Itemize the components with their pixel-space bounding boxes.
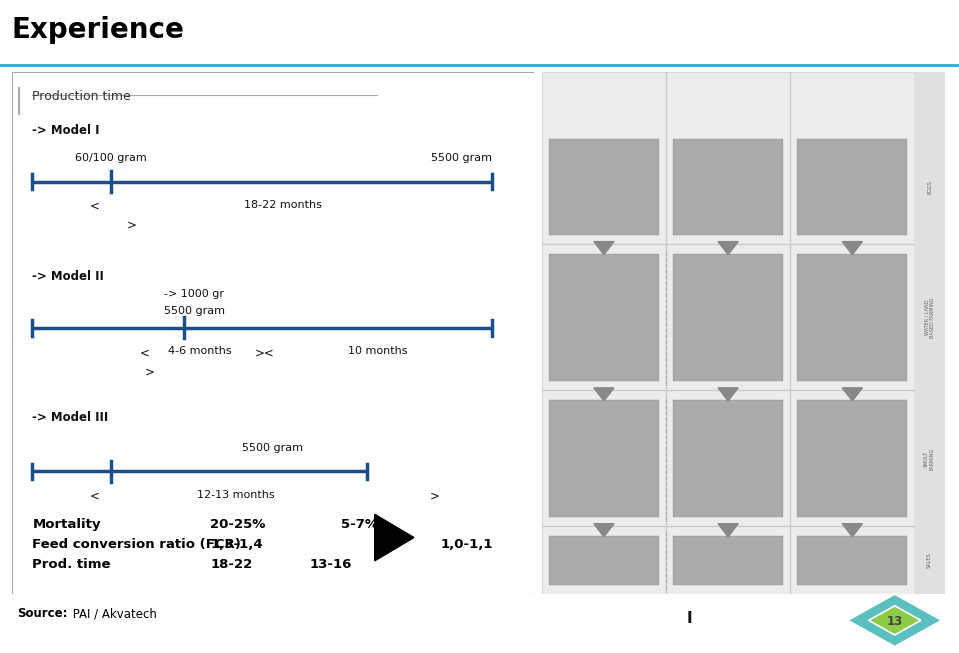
Polygon shape <box>718 524 738 537</box>
Text: 18-22: 18-22 <box>210 558 252 571</box>
FancyBboxPatch shape <box>550 138 659 235</box>
Text: <: < <box>90 200 100 213</box>
Bar <box>915 72 945 594</box>
Text: >: > <box>430 490 440 503</box>
FancyBboxPatch shape <box>673 138 783 235</box>
Text: WATER / LAND
BASED FARMING: WATER / LAND BASED FARMING <box>924 297 935 338</box>
Text: -> Model III: -> Model III <box>33 411 108 424</box>
FancyBboxPatch shape <box>550 400 659 517</box>
Text: ><: >< <box>255 346 275 359</box>
Text: 10 months: 10 months <box>347 346 408 356</box>
Text: -> Model I: -> Model I <box>33 124 100 137</box>
Polygon shape <box>842 242 862 255</box>
Polygon shape <box>594 242 614 255</box>
Text: <: < <box>90 490 100 503</box>
Text: SALES: SALES <box>927 552 932 568</box>
Text: 4-6 months: 4-6 months <box>168 346 231 356</box>
Text: EGGS: EGGS <box>927 180 932 194</box>
Text: 13-16: 13-16 <box>310 558 352 571</box>
Text: I: I <box>687 611 692 626</box>
Text: -> 1000 gr: -> 1000 gr <box>164 289 224 299</box>
Text: 1,3-1,4: 1,3-1,4 <box>210 538 263 551</box>
FancyBboxPatch shape <box>550 535 659 585</box>
Polygon shape <box>869 606 921 635</box>
FancyBboxPatch shape <box>798 138 907 235</box>
FancyBboxPatch shape <box>798 535 907 585</box>
Text: Mortality: Mortality <box>33 518 101 532</box>
Text: -> Model II: -> Model II <box>33 270 105 283</box>
Polygon shape <box>718 242 738 255</box>
Text: Feed conversion ratio (FCR): Feed conversion ratio (FCR) <box>33 538 242 551</box>
Text: >: > <box>127 218 136 231</box>
Text: 12-13 months: 12-13 months <box>198 490 275 500</box>
Text: <: < <box>140 346 150 359</box>
Text: 5500 gram: 5500 gram <box>432 153 492 163</box>
Text: 18-22 months: 18-22 months <box>245 200 322 210</box>
Text: 5-7%: 5-7% <box>340 518 378 532</box>
Polygon shape <box>718 388 738 401</box>
FancyBboxPatch shape <box>798 400 907 517</box>
FancyBboxPatch shape <box>12 72 534 594</box>
Text: 5500 gram: 5500 gram <box>164 306 225 316</box>
Polygon shape <box>842 388 862 401</box>
Text: 60/100 gram: 60/100 gram <box>75 153 147 163</box>
FancyBboxPatch shape <box>673 400 783 517</box>
Text: SMOLT
FARMING: SMOLT FARMING <box>924 447 935 470</box>
Text: 13: 13 <box>887 615 902 628</box>
Polygon shape <box>594 524 614 537</box>
Text: Prod. time: Prod. time <box>33 558 111 571</box>
FancyBboxPatch shape <box>673 253 783 381</box>
Polygon shape <box>848 594 942 646</box>
FancyBboxPatch shape <box>798 253 907 381</box>
Polygon shape <box>594 388 614 401</box>
Text: Experience: Experience <box>12 16 184 44</box>
Text: 20-25%: 20-25% <box>210 518 266 532</box>
Text: >: > <box>145 366 155 379</box>
Text: Source:: Source: <box>17 607 68 620</box>
Text: Production time: Production time <box>33 90 131 103</box>
Text: 5500 gram: 5500 gram <box>243 443 303 453</box>
Text: PAI / Akvatech: PAI / Akvatech <box>69 607 157 620</box>
FancyBboxPatch shape <box>550 253 659 381</box>
Polygon shape <box>375 515 414 561</box>
FancyBboxPatch shape <box>673 535 783 585</box>
Polygon shape <box>842 524 862 537</box>
Text: 1,0-1,1: 1,0-1,1 <box>440 538 493 551</box>
